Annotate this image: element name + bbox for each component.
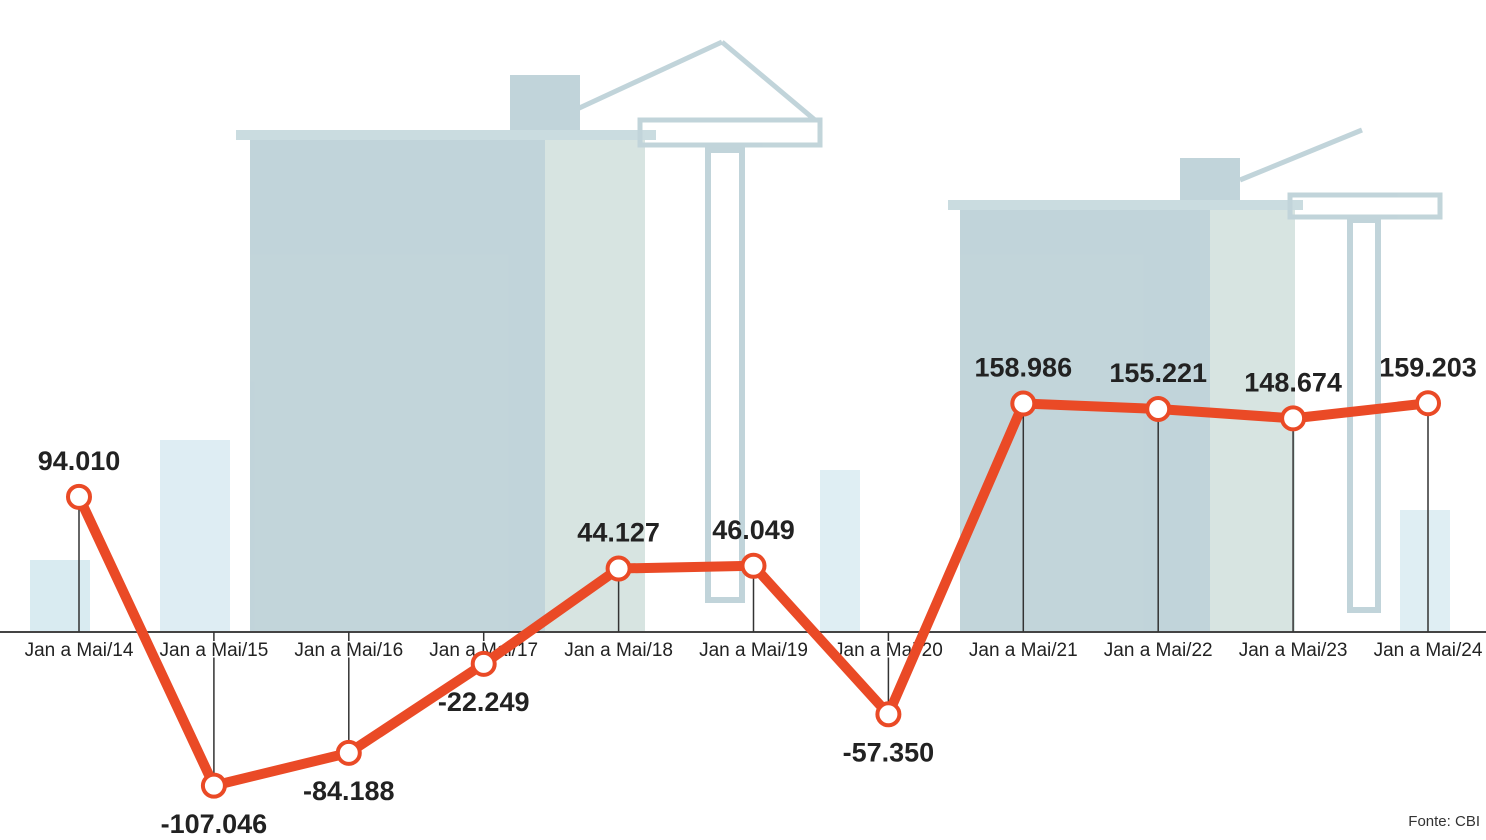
point (605, 555, 632, 582)
x-tick-label: Jan a Mai/23 (1239, 640, 1348, 661)
value-label: 94.010 (38, 446, 121, 476)
point (66, 483, 92, 510)
value-label: 158.986 (974, 353, 1072, 383)
x-tick-label: Jan a Mai/16 (294, 640, 403, 661)
point (740, 552, 767, 579)
point (1280, 405, 1307, 432)
value-label: -84.188 (303, 776, 395, 806)
value-label: -22.249 (438, 687, 530, 717)
x-tick-label: Jan a Mai/22 (1104, 640, 1213, 661)
value-label: 148.674 (1244, 367, 1342, 397)
x-tick-label: Jan a Mai/21 (969, 640, 1078, 661)
point (200, 772, 227, 799)
point (1415, 390, 1441, 417)
value-label: 44.127 (577, 518, 660, 548)
value-label: -57.350 (843, 737, 935, 767)
x-tick-label: Jan a Mai/24 (1374, 640, 1483, 661)
point (1010, 390, 1037, 417)
point (1145, 395, 1172, 422)
value-label: 155.221 (1109, 358, 1207, 388)
point (875, 701, 902, 728)
point (470, 650, 497, 677)
x-tick-label: Jan a Mai/15 (160, 640, 269, 661)
point (335, 739, 362, 766)
x-tick-label: Jan a Mai/14 (25, 640, 134, 661)
value-label: 46.049 (712, 515, 795, 545)
value-label: -107.046 (161, 809, 268, 839)
source: Fonte: CBI (1408, 813, 1480, 830)
x-tick-label: Jan a Mai/19 (699, 640, 808, 661)
value-label: 159.203 (1379, 352, 1477, 382)
x-tick-label: Jan a Mai/18 (564, 640, 673, 661)
x-tick-label: Jan a Mai/20 (834, 640, 943, 661)
